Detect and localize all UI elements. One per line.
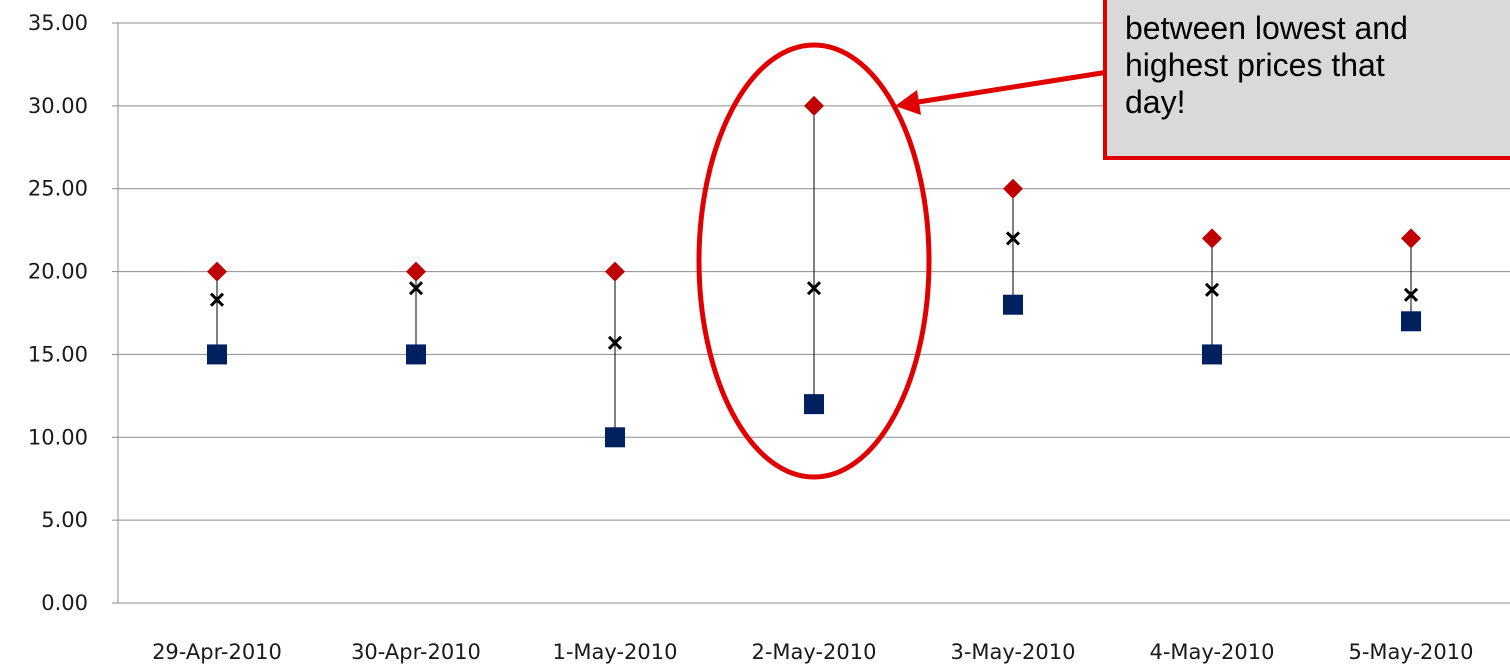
low-marker <box>207 344 227 365</box>
y-tick-label: 25.00 <box>28 177 88 201</box>
x-tick-label: 29-Apr-2010 <box>152 640 282 664</box>
low-marker <box>406 344 426 365</box>
data-markers <box>207 95 1421 448</box>
highlight-ellipse <box>696 42 932 480</box>
high-marker <box>605 261 625 282</box>
x-axis: 29-Apr-2010 30-Apr-2010 1-May-2010 2-May-20… <box>152 640 1473 664</box>
low-marker <box>1202 344 1222 365</box>
y-tick-label: 20.00 <box>28 260 88 284</box>
callout-line-3: day! <box>1125 84 1186 120</box>
arrow-head <box>895 90 921 115</box>
low-marker <box>1401 311 1421 332</box>
close-marker <box>1005 231 1021 246</box>
low-marker <box>605 427 625 448</box>
y-tick-label: 30.00 <box>28 94 88 118</box>
y-tick-label: 10.00 <box>28 425 88 449</box>
close-marker <box>209 292 225 307</box>
high-marker <box>1401 228 1421 249</box>
high-low-lines <box>216 105 1412 438</box>
close-marker <box>1403 287 1419 302</box>
x-tick-label: 5-May-2010 <box>1348 640 1473 664</box>
high-marker <box>804 95 824 116</box>
high-marker <box>406 261 426 282</box>
y-tick-label: 0.00 <box>41 591 88 615</box>
callout-line-2: highest prices that <box>1125 47 1385 83</box>
high-marker <box>1003 178 1023 199</box>
y-tick-label: 15.00 <box>28 342 88 366</box>
x-tick-label: 1-May-2010 <box>552 640 677 664</box>
low-marker <box>1003 294 1023 315</box>
close-marker <box>408 281 424 296</box>
high-marker <box>1202 228 1222 249</box>
x-tick-label: 4-May-2010 <box>1149 640 1274 664</box>
y-axis: 0.00 5.00 10.00 15.00 20.00 25.00 30.00 35.00 <box>28 11 119 615</box>
high-marker <box>207 261 227 282</box>
close-marker <box>806 281 822 296</box>
x-tick-label: 3-May-2010 <box>950 640 1075 664</box>
callout-line-1: between lowest and <box>1125 10 1408 46</box>
x-tick-label: 2-May-2010 <box>751 640 876 664</box>
y-tick-label: 35.00 <box>28 11 88 35</box>
y-tick-label: 5.00 <box>41 508 88 532</box>
low-marker <box>804 394 824 415</box>
annotation-callout: between lowest and highest prices that d… <box>1103 0 1510 160</box>
annotation-shapes <box>696 42 1109 480</box>
callout-arrow <box>911 69 1109 106</box>
close-marker <box>607 335 623 350</box>
x-tick-label: 30-Apr-2010 <box>351 640 481 664</box>
close-marker <box>1204 282 1220 297</box>
